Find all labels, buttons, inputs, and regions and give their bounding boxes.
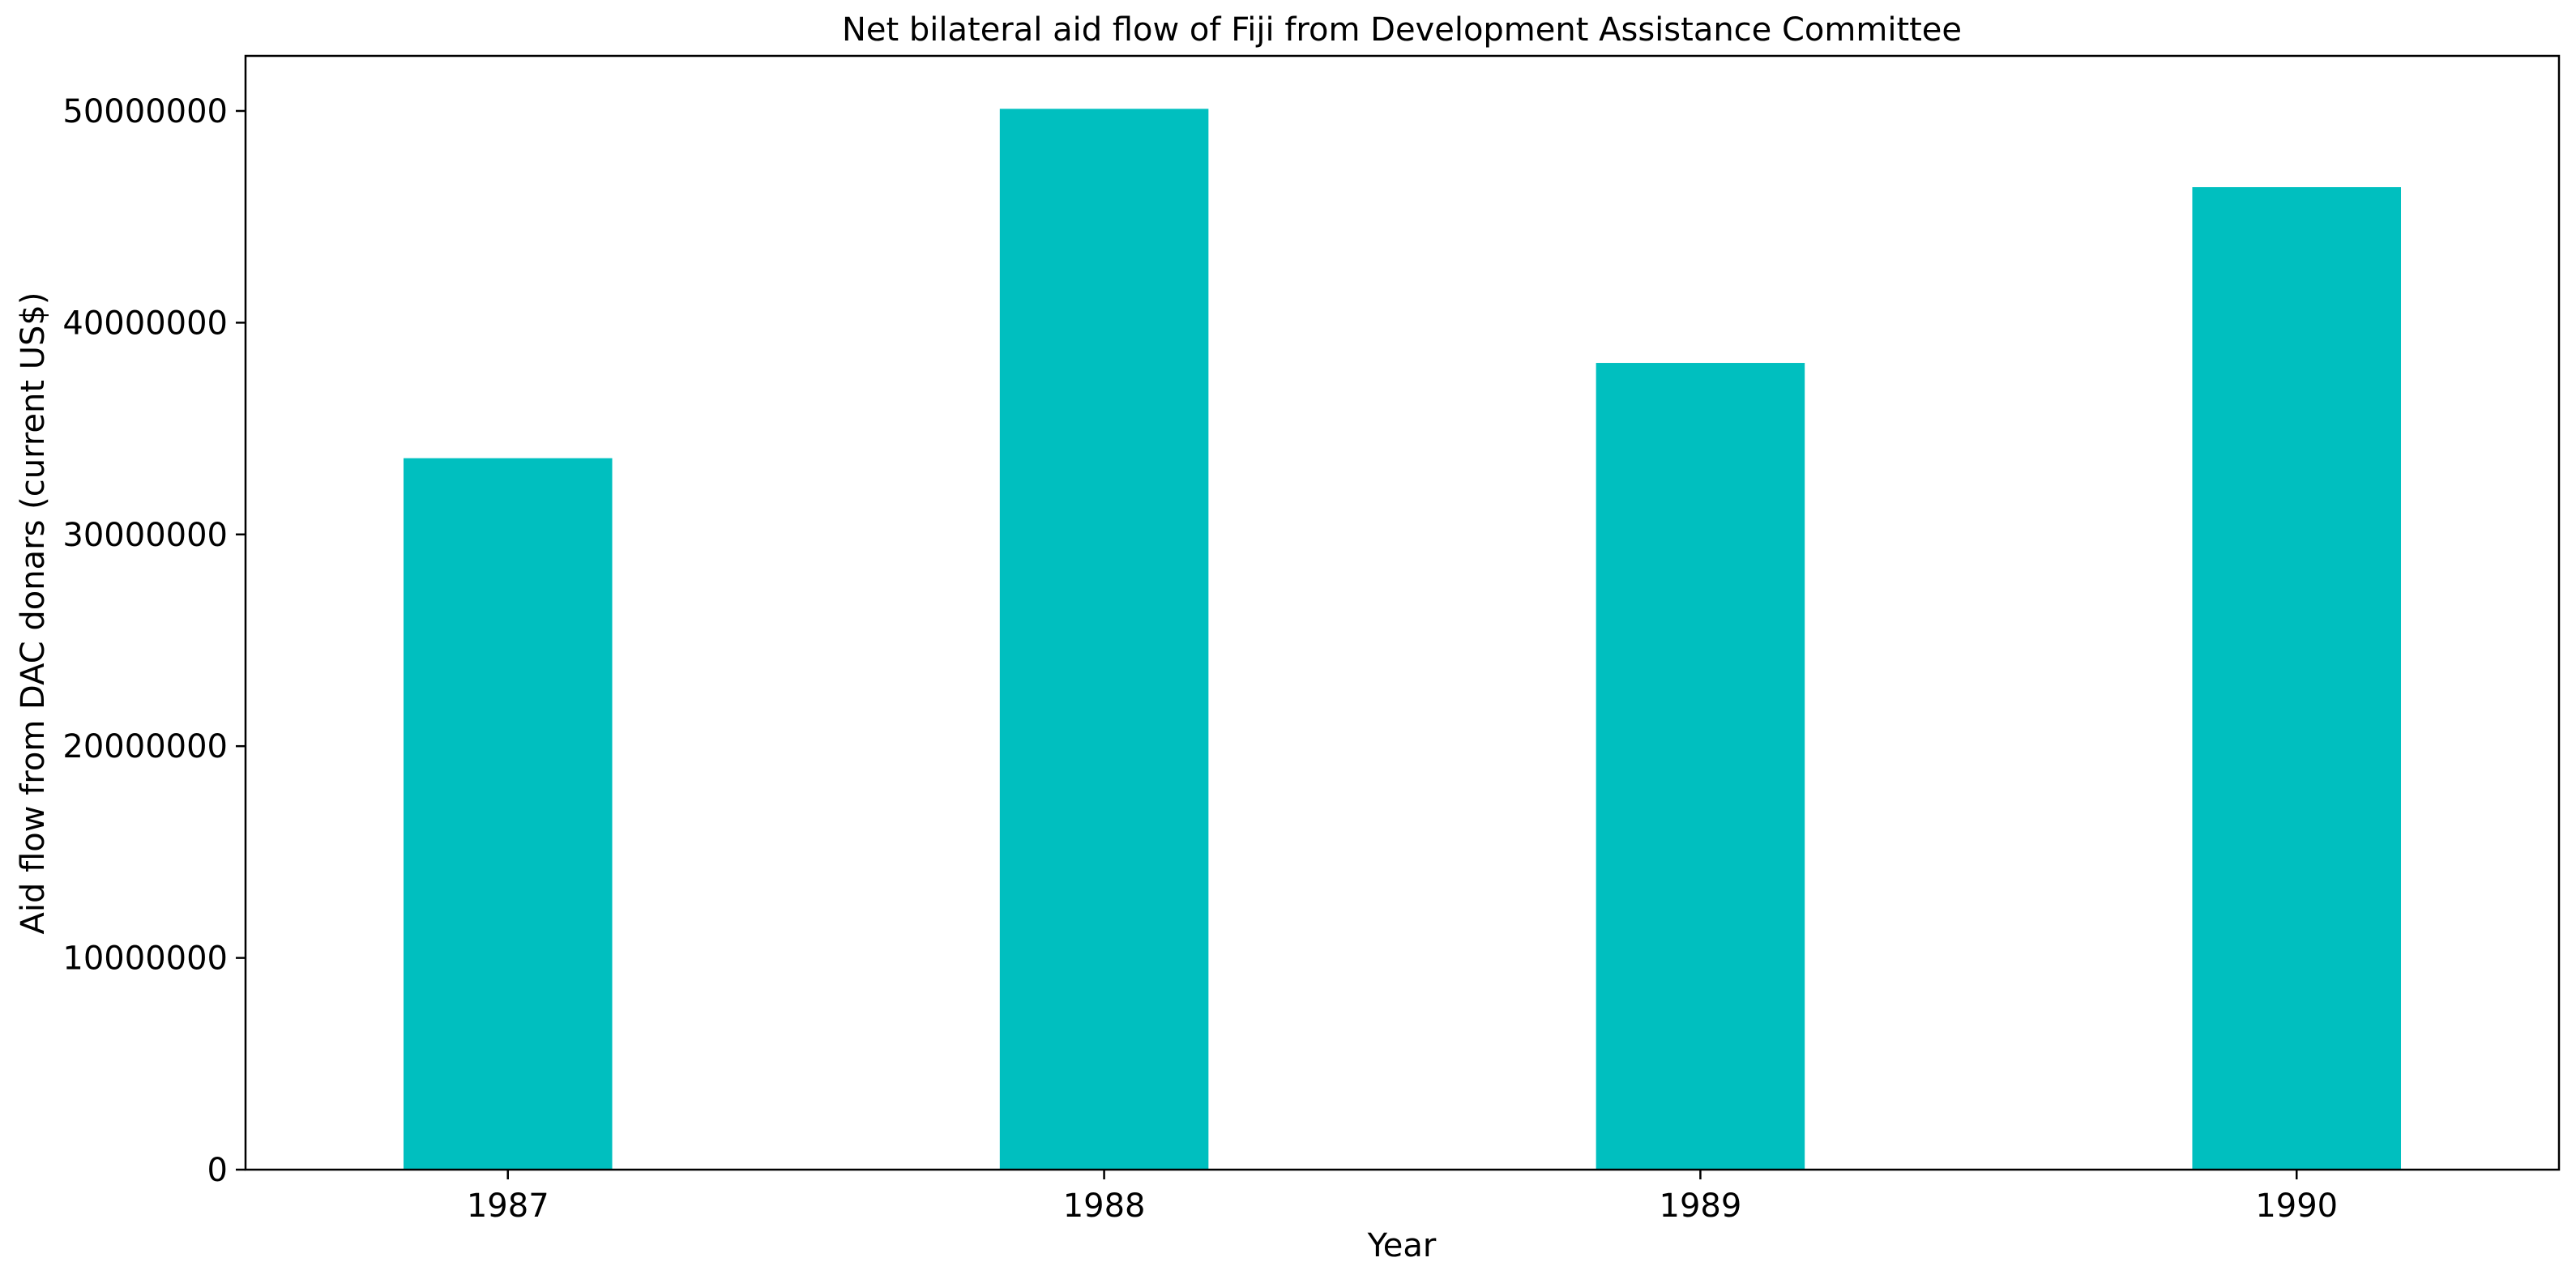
y-tick-label: 0: [207, 1152, 228, 1189]
y-axis-label: Aid flow from DAC donars (current US$): [15, 292, 52, 935]
x-tick-label: 1987: [467, 1187, 549, 1225]
x-tick-label: 1988: [1063, 1187, 1146, 1225]
x-tick-label: 1989: [1660, 1187, 1742, 1225]
x-axis-ticks: 1987 1988 1989 1990: [467, 1170, 2338, 1225]
y-tick-label: 50000000: [62, 93, 228, 130]
bar-1988: [999, 109, 1209, 1170]
bar-1990: [2192, 187, 2402, 1170]
plot-frame: [244, 54, 2561, 1171]
y-tick-label: 20000000: [62, 728, 228, 765]
y-axis-ticks: 0 10000000 20000000 30000000 40000000 5000000…: [62, 93, 246, 1189]
y-tick-label: 40000000: [62, 305, 228, 342]
bar-1987: [403, 458, 613, 1170]
y-tick-label: 10000000: [62, 940, 228, 978]
x-axis-label: Year: [1367, 1227, 1437, 1264]
bar-1989: [1596, 363, 1805, 1170]
y-tick-label: 30000000: [62, 517, 228, 554]
bars-layer: [403, 109, 2402, 1170]
chart-title: Net bilateral aid flow of Fiji from Deve…: [842, 11, 1962, 49]
x-tick-label: 1990: [2255, 1187, 2338, 1225]
